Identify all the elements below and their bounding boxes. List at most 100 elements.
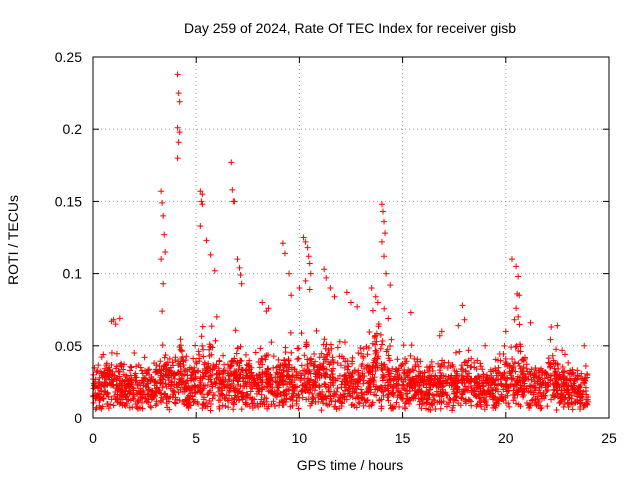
background-point xyxy=(542,380,549,387)
background-point xyxy=(481,398,488,405)
background-point xyxy=(394,387,401,394)
background-point xyxy=(406,396,413,403)
axis-ticks: 0 0.05 0.1 0.15 0.2 0.25 0 5 10 15 20 25 xyxy=(55,49,617,446)
background-point xyxy=(330,365,337,372)
background-point xyxy=(576,383,583,390)
background-point xyxy=(468,355,475,362)
background-point xyxy=(402,355,409,362)
data-point xyxy=(508,256,515,263)
background-point xyxy=(367,389,374,396)
background-point xyxy=(467,377,474,384)
background-point xyxy=(163,400,170,407)
background-point xyxy=(98,388,105,395)
background-point xyxy=(578,399,585,406)
background-point xyxy=(399,361,406,368)
background-point xyxy=(386,357,393,364)
background-point xyxy=(515,360,522,367)
background-point xyxy=(318,407,325,414)
background-point xyxy=(221,361,228,368)
data-point xyxy=(236,264,243,271)
background-point xyxy=(418,387,425,394)
background-point xyxy=(311,351,318,358)
background-point xyxy=(252,349,259,356)
data-point xyxy=(515,313,522,320)
background-point xyxy=(100,395,107,402)
background-point xyxy=(289,372,296,379)
background-point xyxy=(206,352,213,359)
background-point xyxy=(289,393,296,400)
background-point xyxy=(387,402,394,409)
background-point xyxy=(144,378,151,385)
background-point xyxy=(294,356,301,363)
data-point xyxy=(110,316,117,323)
background-point xyxy=(174,384,181,391)
background-point xyxy=(364,351,371,358)
data-point xyxy=(554,322,561,329)
background-point xyxy=(263,379,270,386)
background-point xyxy=(275,370,282,377)
background-point xyxy=(346,385,353,392)
background-point xyxy=(239,389,246,396)
background-point xyxy=(508,375,515,382)
data-points xyxy=(90,71,592,414)
background-point xyxy=(453,373,460,380)
background-point xyxy=(120,366,127,373)
background-point xyxy=(231,368,238,375)
background-point xyxy=(584,396,591,403)
data-point xyxy=(197,222,204,229)
background-point xyxy=(461,388,468,395)
background-point xyxy=(445,374,452,381)
background-point xyxy=(164,404,171,411)
background-point xyxy=(493,386,500,393)
background-point xyxy=(270,398,277,405)
background-point xyxy=(282,378,289,385)
background-point xyxy=(520,393,527,400)
background-point xyxy=(175,389,182,396)
background-point xyxy=(490,386,497,393)
background-point xyxy=(178,375,185,382)
x-axis-label: GPS time / hours xyxy=(297,457,404,473)
background-point xyxy=(266,375,273,382)
background-point xyxy=(303,383,310,390)
background-point xyxy=(526,404,533,411)
background-point xyxy=(351,367,358,374)
background-point xyxy=(320,341,327,348)
background-point xyxy=(190,376,197,383)
background-point xyxy=(532,364,539,371)
background-point xyxy=(207,407,214,414)
data-point xyxy=(372,293,379,300)
background-point xyxy=(321,356,328,363)
data-point xyxy=(436,332,443,339)
background-point xyxy=(538,392,545,399)
background-point xyxy=(172,400,179,407)
background-point xyxy=(511,395,518,402)
background-point xyxy=(428,400,435,407)
background-point xyxy=(535,387,542,394)
data-point xyxy=(198,198,205,205)
background-point xyxy=(426,376,433,383)
background-point xyxy=(143,398,150,405)
background-point xyxy=(249,372,256,379)
data-point xyxy=(131,350,138,357)
background-point xyxy=(152,402,159,409)
background-point xyxy=(323,366,330,373)
background-point xyxy=(233,350,240,357)
background-point xyxy=(127,397,134,404)
background-point xyxy=(288,349,295,356)
background-point xyxy=(487,382,494,389)
background-point xyxy=(423,384,430,391)
background-point xyxy=(433,382,440,389)
background-point xyxy=(554,360,561,367)
background-point xyxy=(234,381,241,388)
background-point xyxy=(168,378,175,385)
data-point xyxy=(199,201,206,208)
background-point xyxy=(334,344,341,351)
background-point xyxy=(157,358,164,365)
background-point xyxy=(231,394,238,401)
background-point xyxy=(156,363,163,370)
background-point xyxy=(466,397,473,404)
background-point xyxy=(494,382,501,389)
background-point xyxy=(336,372,343,379)
background-point xyxy=(429,391,436,398)
background-point xyxy=(396,403,403,410)
